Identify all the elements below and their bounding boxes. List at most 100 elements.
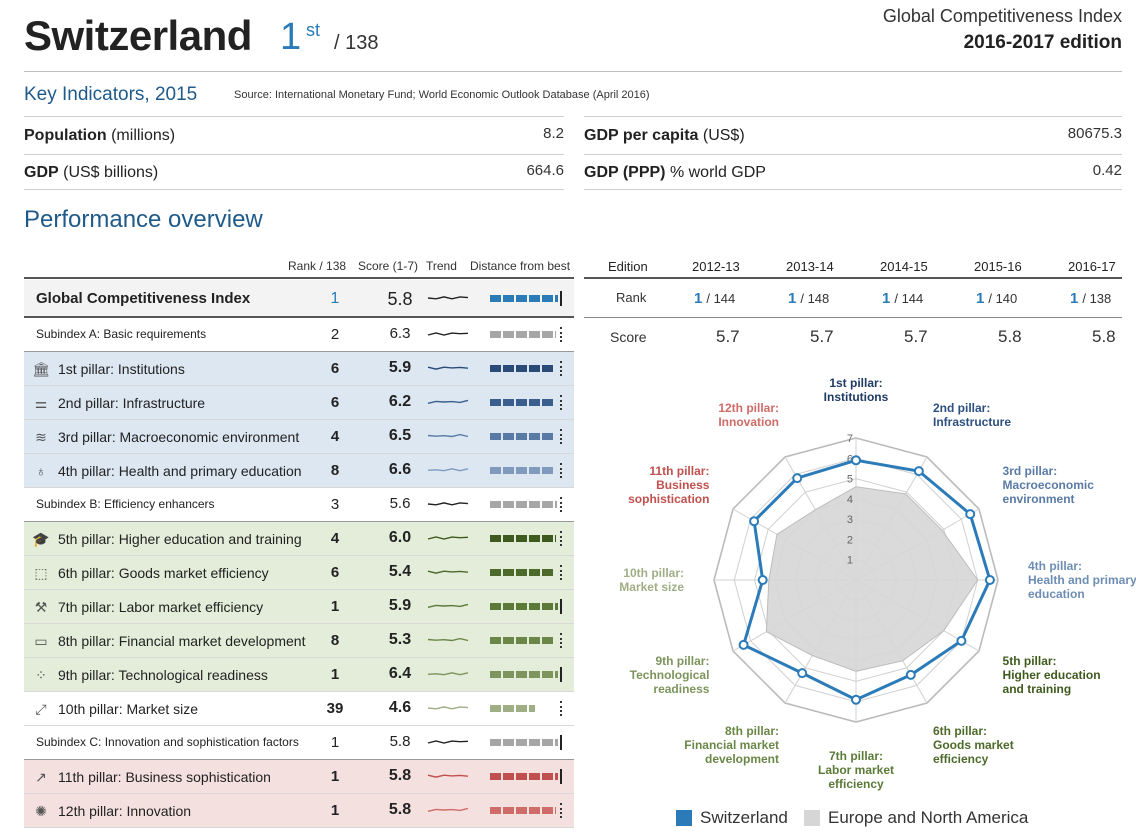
radar-axis-label-line: Market size (619, 580, 684, 594)
radar-tick-label: 5 (847, 474, 853, 486)
row-score: 5.4 (388, 563, 412, 580)
distance-bar (490, 361, 562, 376)
distance-segment (542, 467, 553, 474)
health-icon: ♁ (35, 463, 47, 479)
distance-segment (490, 705, 501, 712)
row-label: 5th pillar: Higher education and trainin… (58, 531, 302, 547)
radar-point (757, 575, 768, 585)
row-score: 6.4 (388, 665, 412, 682)
radar-point (913, 466, 924, 477)
distance-segment (490, 501, 501, 508)
radar-axis-label-line: 6th pillar: (933, 723, 988, 738)
distance-segment (529, 739, 540, 746)
distance-segment (516, 705, 527, 712)
radar-axis-label: 7th pillar: Labor market efficiency (796, 749, 916, 791)
distance-segment (516, 637, 527, 644)
radar-axis-label-line: readiness (653, 682, 710, 696)
distance-segment (503, 399, 514, 406)
row-rank: 1 (330, 666, 340, 683)
ki-population-label: Population (millions) (24, 127, 176, 144)
radar-axis-label-line: 5th pillar: (1002, 654, 1057, 668)
distance-segment (529, 603, 540, 610)
distance-segment (490, 467, 501, 474)
legend-swatch-switzerland (676, 810, 692, 826)
radar-axis-label-line: Technological (629, 668, 710, 682)
table-row: Subindex A: Basic requirements 2 6.3 (24, 318, 574, 352)
distance-segment (516, 807, 527, 814)
radar-axis-label: 5th pillar: Higher education and training (1003, 654, 1123, 696)
graduation-cap-icon: 🎓 (32, 531, 50, 547)
radar-axis-label-line: sophistication (628, 492, 710, 506)
table-row: ↗ 11th pillar: Business sophistication 1 5.… (24, 760, 574, 794)
edition-score: 5.7 (810, 327, 834, 346)
ki-gdp-per-capita-value: 80675.3 (1067, 125, 1122, 142)
radar-axis-label-line: Innovation (718, 415, 779, 430)
distance-bar (490, 803, 562, 818)
distance-bar (490, 531, 562, 546)
distance-segment (503, 331, 514, 338)
distance-bar (490, 395, 562, 410)
row-label: 9th pillar: Technological readiness (58, 667, 268, 683)
edition-rank-value: 1 (694, 290, 703, 307)
radar-axis-label-line: Institutions (823, 390, 889, 404)
row-rank: 6 (330, 360, 340, 377)
row-label: 10th pillar: Market size (58, 701, 199, 717)
table-row: ⁘ 9th pillar: Technological readiness 1 6.4 (24, 658, 574, 692)
distance-segment (503, 807, 514, 814)
distance-segment (503, 467, 514, 474)
row-score: 5.8 (388, 767, 412, 784)
distance-segment (490, 569, 501, 576)
ki-divider (584, 154, 1122, 155)
best-marker (560, 395, 562, 410)
radar-axis-label-line: Higher education (1002, 668, 1101, 682)
edition-rank-value: 1 (882, 290, 891, 307)
radar-axis-label-line: 1st pillar: (829, 376, 883, 390)
distance-bar (490, 565, 562, 580)
distance-segment (503, 739, 514, 746)
distance-segment (555, 807, 556, 814)
edition-rank-total: / 140 (988, 291, 1018, 306)
distance-segment (516, 501, 527, 508)
radar-point (956, 635, 967, 646)
distance-segment (529, 467, 540, 474)
distance-segment (555, 671, 558, 678)
key-indicators-source: Source: International Monetary Fund; Wor… (234, 89, 650, 101)
report-edition: 2016-2017 edition (963, 32, 1122, 53)
key-indicators-title: Key Indicators, 2015 (24, 84, 198, 105)
distance-segment (542, 637, 553, 644)
best-marker (560, 633, 562, 648)
labor-tools-icon: ⚒ (34, 599, 48, 615)
radar-axis-label-line: efficiency (828, 777, 884, 791)
row-rank: 6 (330, 564, 340, 581)
ki-divider (24, 154, 564, 155)
best-marker (560, 565, 562, 580)
rank-total: / 138 (334, 32, 379, 54)
distance-segment (503, 603, 514, 610)
edition-top-rule (584, 277, 1122, 279)
table-row: 🎓 5th pillar: Higher education and traini… (24, 522, 574, 556)
distance-bar (490, 701, 562, 716)
distance-bar (490, 599, 562, 614)
distance-segment (555, 535, 556, 542)
trend-sparkline (427, 637, 469, 642)
trend-sparkline (427, 536, 469, 540)
radar-tick-label: 4 (847, 494, 853, 506)
edition-score-label: Score (610, 329, 647, 345)
trend-sparkline (427, 366, 469, 370)
edition-year: 2015-16 (974, 259, 1022, 274)
row-score: 6.0 (388, 529, 412, 546)
distance-segment (503, 433, 514, 440)
market-size-icon: ⤢ (35, 701, 47, 717)
best-marker (560, 463, 562, 478)
trend-sparkline (427, 502, 469, 506)
radar-axis-label-line: Macroeconomic (1002, 478, 1094, 492)
trend-sparkline (427, 570, 469, 574)
technology-icon: ⁘ (35, 667, 47, 683)
best-marker (560, 667, 562, 682)
distance-segment (542, 295, 553, 302)
row-rank: 1 (330, 598, 340, 615)
table-row: ⤢ 10th pillar: Market size 39 4.6 (24, 692, 574, 726)
ki-gdp-value: 664.6 (526, 162, 564, 179)
edition-rank: 1/ 138 (1070, 290, 1111, 307)
distance-bar (490, 769, 562, 784)
